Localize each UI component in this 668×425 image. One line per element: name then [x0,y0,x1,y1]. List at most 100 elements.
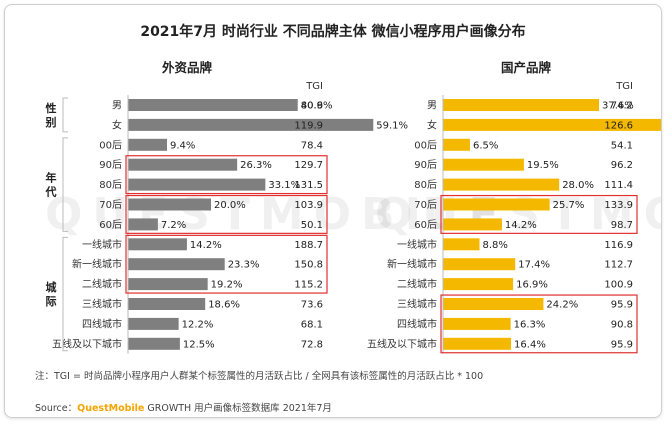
tgi-value: 95.9 [611,339,633,350]
group-label-char: 性 [46,101,57,115]
tgi-value: 115.2 [294,280,323,291]
bar [443,258,516,271]
data-label: 16.3% [514,319,546,330]
category-label: 女 [112,118,122,131]
tgi-value: 112.7 [604,260,633,271]
tgi-value: 98.7 [611,220,633,231]
tgi-value: 96.2 [611,160,633,171]
data-label: 23.3% [228,260,260,271]
tgi-value: 54.1 [611,140,633,151]
data-label: 26.3% [240,160,272,171]
category-label: 一线城市 [82,238,122,251]
data-label: 19.5% [527,160,559,171]
tgi-value: 95.9 [611,300,633,311]
group-label-char: 际 [46,294,57,308]
bar [128,238,187,251]
category-label: 90后 [99,159,122,171]
tgi-value: 80.6 [301,101,323,112]
footnote: 注：TGI = 时尚品牌小程序用户人群某个标签属性的月活跃占比 / 全网具有该标… [35,371,484,382]
data-label: 6.5% [473,140,498,151]
category-label: 五线及以下城市 [52,337,122,350]
watermark-right: QUESTMOBILE [375,189,661,240]
bar [128,198,211,211]
tgi-value: 133.9 [604,200,633,211]
tgi-value: 74.2 [611,101,633,112]
tgi-header-foreign: TGI [305,81,323,92]
bar [128,298,206,310]
tgi-value: 150.8 [294,260,323,271]
highlight-box [125,234,328,294]
category-label: 70后 [99,199,122,211]
tgi-value: 129.7 [294,160,323,171]
group-bracket [62,97,68,133]
tgi-value: 116.9 [604,240,633,251]
bar [128,138,168,151]
data-label: 20.0% [214,200,246,211]
group-label-char: 别 [45,115,57,129]
data-label: 9.4% [170,140,195,151]
highlight-box [125,194,328,234]
tgi-value: 90.8 [611,319,633,330]
bar [128,258,225,271]
bar [128,99,298,111]
group-label-char: 城 [46,280,57,294]
category-label: 五线及以下城市 [367,337,437,350]
category-label: 90后 [414,159,437,171]
bar [443,118,661,131]
chart-title: 2021年7月 时尚行业 不同品牌主体 微信小程序用户画像分布 [140,24,526,40]
bar [128,118,374,131]
tgi-value: 131.5 [294,180,323,191]
group-bracket [62,236,68,352]
bar [443,298,544,310]
group-label-char: 年 [46,171,57,185]
chart-card: QUESTMOBILE QUESTMOBILE 2021年7月 时尚行业 不同品… [4,4,662,418]
category-label: 四线城市 [397,317,437,330]
bar [128,178,266,191]
tgi-value: 78.4 [301,140,323,151]
bar [443,218,502,231]
data-label: 18.6% [208,300,240,311]
data-label: 8.8% [483,240,508,251]
data-label: 19.2% [211,280,243,291]
bar [128,158,238,171]
highlight-box [440,294,638,354]
bar-charts: TGI 男 40.9%80.6 女 59.1% 119.9 00后 9.4% 78.4 90后 26… [45,81,661,354]
category-label: 60后 [414,219,437,231]
data-label: 33.1% [268,180,300,191]
category-label: 女 [427,118,437,131]
highlight-box [125,155,328,195]
category-label: 二线城市 [397,278,437,291]
data-label: 14.2% [505,220,537,231]
category-label: 三线城市 [397,298,437,311]
tgi-value: 50.1 [301,220,323,231]
category-label: 80后 [99,179,122,191]
data-label: 14.2% [190,240,222,251]
data-label: 40.9% [301,101,333,112]
category-label: 四线城市 [82,317,122,330]
source-prefix: Source： [35,403,78,414]
data-label: 12.5% [183,339,215,350]
data-label: 24.2% [546,300,578,311]
bar [128,218,158,231]
category-label: 二线城市 [82,278,122,291]
bar [443,337,512,350]
bar [128,278,208,291]
category-label: 新一线城市 [387,258,437,271]
data-label: 28.0% [562,180,594,191]
data-label: 16.9% [516,280,548,291]
panel-title-foreign: 外资品牌 [162,60,213,75]
tgi-value: 111.4 [604,180,633,191]
bar [443,278,514,291]
data-label: 12.2% [182,319,214,330]
category-label: 一线城市 [397,238,437,251]
bar [128,337,180,350]
category-label: 80后 [414,179,437,191]
group-bracket [62,137,68,232]
category-label: 男 [427,100,437,112]
data-label: 37.6% [602,101,634,112]
bar [443,198,550,211]
source-brand: QuestMobile [77,403,145,414]
bar [443,158,524,171]
category-label: 60后 [99,219,122,231]
category-label: 三线城市 [82,298,122,311]
